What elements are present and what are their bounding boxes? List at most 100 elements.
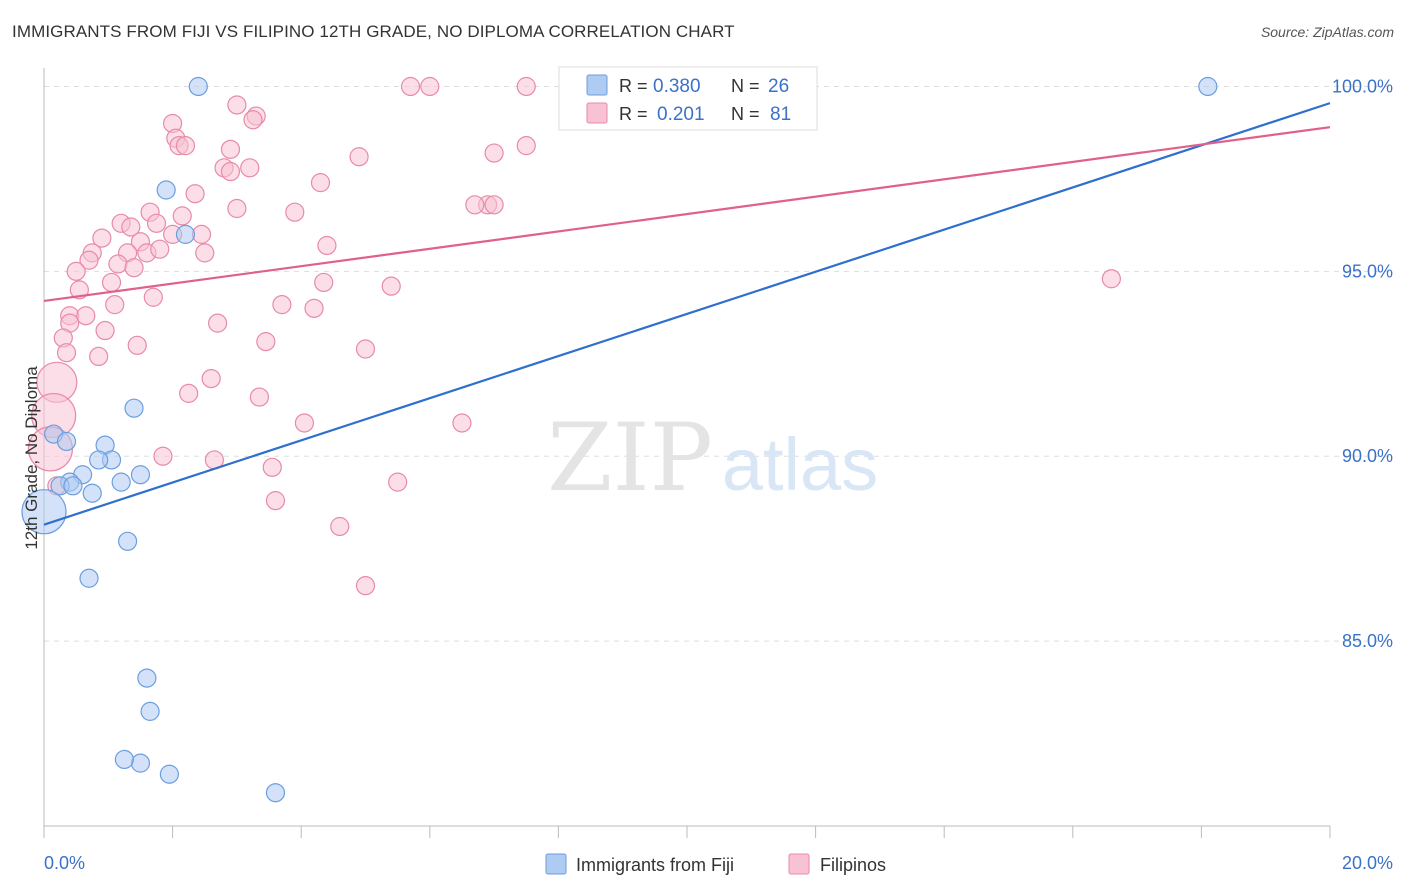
legend-n-label-fiji: N = [731,76,760,96]
filipinos-point [69,280,89,300]
filipinos-point [220,139,241,159]
fiji-point [82,483,102,503]
filipinos-point [143,287,163,307]
filipinos-point [355,576,376,596]
filipinos-point [294,413,315,433]
filipinos-point [516,76,536,97]
filipinos-point [101,272,122,293]
series-label-filipinos: Filipinos [820,855,886,875]
fiji-point [89,450,109,470]
series-legend: Immigrants from Fiji Filipinos [545,853,886,875]
filipinos-point [452,413,472,433]
fiji-point [159,764,179,784]
series-swatch-filipinos [788,853,810,875]
filipinos-point [208,313,228,333]
fiji-point [130,753,151,773]
fiji-point [156,180,176,200]
filipinos-point [195,243,215,263]
filipinos-point [304,298,324,318]
filipinos-points [27,76,1121,596]
filipinos-point [201,368,221,389]
trend-lines [43,102,1331,526]
y-tick-label: 95.0% [1342,261,1393,281]
filipinos-point [227,95,247,115]
fiji-point [188,76,208,97]
legend-r-value-filipinos: 0.201 [657,104,705,125]
watermark-zip: ZIP [547,404,713,513]
filipinos-point [349,147,369,167]
filipinos-point [314,272,334,293]
filipinos-point [66,261,86,281]
fiji-point [175,224,196,244]
fiji-points [21,76,1218,803]
filipinos-point [227,198,247,219]
filipinos-point [310,173,331,193]
fiji-point [137,668,157,688]
legend-r-value-fiji: 0.380 [653,76,701,97]
legend-r-label-fiji: R = [619,76,648,96]
fiji-point [56,431,77,452]
filipinos-point [317,235,337,256]
fiji-point [111,472,131,492]
filipinos-point [121,217,141,237]
fiji-point [265,783,286,803]
y-tick-label: 90.0% [1342,446,1393,466]
filipinos-point [420,76,440,97]
watermark-atlas: atlas [722,423,878,506]
legend-n-value-fiji: 26 [768,76,789,97]
filipinos-point [243,110,263,130]
legend-n-label-filipinos: N = [731,104,760,124]
correlation-legend: R = 0.380 N = 26 R = 0.201 N = 81 [558,66,818,131]
tick-labels: 85.0% 90.0% 95.0% 100.0% 0.0% 20.0% [44,76,1393,873]
filipinos-point [108,254,128,274]
filipinos-point [95,320,115,341]
filipinos-point [79,250,99,270]
filipinos-point [175,136,196,156]
y-tick-label: 100.0% [1332,76,1393,96]
filipinos-point [484,143,504,163]
fiji-point [79,568,99,588]
filipinos-point [516,136,536,156]
filipinos-point [124,258,144,278]
watermark: ZIP atlas [547,404,878,513]
fiji-point [117,531,138,551]
legend-swatch-filipinos [586,102,608,124]
filipinos-point [105,295,125,315]
filipinos-point [285,202,305,222]
filipinos-point [127,335,147,355]
fiji-point [130,465,151,485]
filipinos-point [89,346,109,367]
y-axis-label: 12th Grade, No Diploma [22,366,41,550]
x-tick-label: 20.0% [1342,853,1393,873]
chart-title: IMMIGRANTS FROM FIJI VS FILIPINO 12TH GR… [12,22,735,41]
filipinos-point [240,158,260,178]
filipinos-trend-line [43,126,1331,303]
filipinos-point [146,213,167,233]
source-credit: Source: ZipAtlas.com [1260,24,1394,40]
filipinos-point [400,76,421,97]
filipinos-point [388,472,408,492]
filipinos-point [272,295,292,315]
filipinos-point [262,457,282,477]
filipinos-point [172,206,192,226]
legend-r-label-filipinos: R = [619,104,648,124]
series-label-fiji: Immigrants from Fiji [576,855,734,875]
filipinos-point [76,306,96,326]
filipinos-point [484,195,504,215]
filipinos-point [220,161,241,182]
fiji-point [63,476,83,496]
x-tick-label: 0.0% [44,853,85,873]
fiji-point [114,749,134,770]
legend-n-value-filipinos: 81 [770,104,791,125]
fiji-point [1198,76,1218,97]
filipinos-point [150,239,170,259]
filipinos-point [465,195,485,215]
fiji-point [124,398,144,418]
filipinos-point [56,343,77,363]
fiji-trend-line [43,102,1331,526]
filipinos-point [381,276,401,296]
y-tick-label: 85.0% [1342,631,1393,651]
filipinos-point [1101,269,1121,289]
filipinos-point [256,332,276,352]
